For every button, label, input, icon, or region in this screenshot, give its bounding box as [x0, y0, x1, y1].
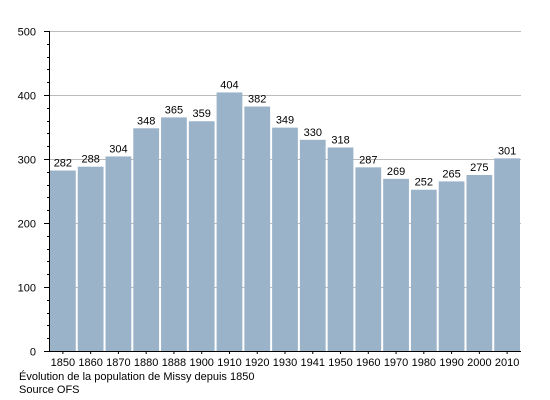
chart-caption: Évolution de la population de Missy depu… — [19, 371, 255, 383]
bar-1888 — [161, 117, 187, 352]
y-tick-label-0: 0 — [30, 347, 36, 359]
data-label-2000: 275 — [470, 162, 488, 174]
data-label-1880: 348 — [137, 115, 155, 127]
bar-1950 — [327, 147, 354, 351]
y-tick-label-400: 400 — [18, 91, 36, 103]
data-label-1990: 265 — [442, 168, 460, 180]
data-label-1900: 359 — [193, 108, 211, 120]
bar-1920 — [244, 106, 271, 352]
x-tick-label-1888: 1888 — [162, 357, 186, 369]
data-label-1860: 288 — [81, 154, 99, 166]
bar-1930 — [272, 127, 298, 351]
data-label-1930: 349 — [276, 115, 294, 127]
x-tick-label-1860: 1860 — [78, 357, 102, 369]
x-tick-label-1990: 1990 — [439, 357, 463, 369]
bar-1910 — [216, 92, 243, 351]
x-tick-label-1900: 1900 — [189, 357, 213, 369]
x-tick-label-1930: 1930 — [273, 357, 297, 369]
bar-1941 — [299, 139, 326, 351]
data-label-1970: 269 — [387, 166, 405, 178]
data-labels: 282 288 304 348 365 359 404 382 349 330 318 287 269 2… — [54, 79, 517, 188]
bar-1990 — [438, 181, 465, 351]
data-label-2010: 301 — [498, 145, 516, 157]
bar-1850 — [50, 170, 76, 351]
data-label-1950: 318 — [331, 134, 349, 146]
bars — [50, 92, 520, 352]
bar-1880 — [133, 128, 160, 351]
data-label-1910: 404 — [220, 79, 238, 91]
bar-2000 — [466, 175, 493, 351]
bar-1860 — [77, 166, 104, 351]
data-label-1850: 282 — [54, 158, 72, 170]
x-tick-label-1850: 1850 — [51, 357, 75, 369]
y-tick-label-500: 500 — [18, 27, 36, 39]
data-label-1870: 304 — [109, 143, 127, 155]
x-tick-label-1910: 1910 — [217, 357, 241, 369]
y-tick-label-100: 100 — [18, 283, 36, 295]
axes: 0 100 200 300 400 500 1850 1860 1870 1880 1888 1900… — [18, 27, 521, 369]
x-tick-label-1880: 1880 — [134, 357, 158, 369]
y-tick-label-200: 200 — [18, 219, 36, 231]
bar-1870 — [105, 156, 132, 351]
chart-source: Source OFS — [19, 384, 80, 396]
data-label-1941: 330 — [304, 127, 322, 139]
x-tick-label-1941: 1941 — [301, 357, 325, 369]
x-tick-label-2010: 2010 — [495, 357, 519, 369]
data-label-1960: 287 — [359, 154, 377, 166]
x-tick-label-1970: 1970 — [384, 357, 408, 369]
y-tick-label-300: 300 — [18, 155, 36, 167]
bar-1980 — [410, 189, 437, 351]
bar-1970 — [383, 178, 409, 351]
bar-2010 — [494, 158, 520, 351]
bar-1960 — [355, 167, 382, 351]
x-tick-label-2000: 2000 — [467, 357, 491, 369]
x-tick-label-1870: 1870 — [106, 357, 130, 369]
bar-1900 — [188, 121, 215, 352]
x-tick-label-1920: 1920 — [245, 357, 269, 369]
data-label-1888: 365 — [165, 104, 183, 116]
x-tick-label-1980: 1980 — [412, 357, 436, 369]
data-label-1920: 382 — [248, 94, 266, 106]
data-label-1980: 252 — [415, 177, 433, 189]
x-tick-label-1950: 1950 — [328, 357, 352, 369]
x-tick-label-1960: 1960 — [356, 357, 380, 369]
